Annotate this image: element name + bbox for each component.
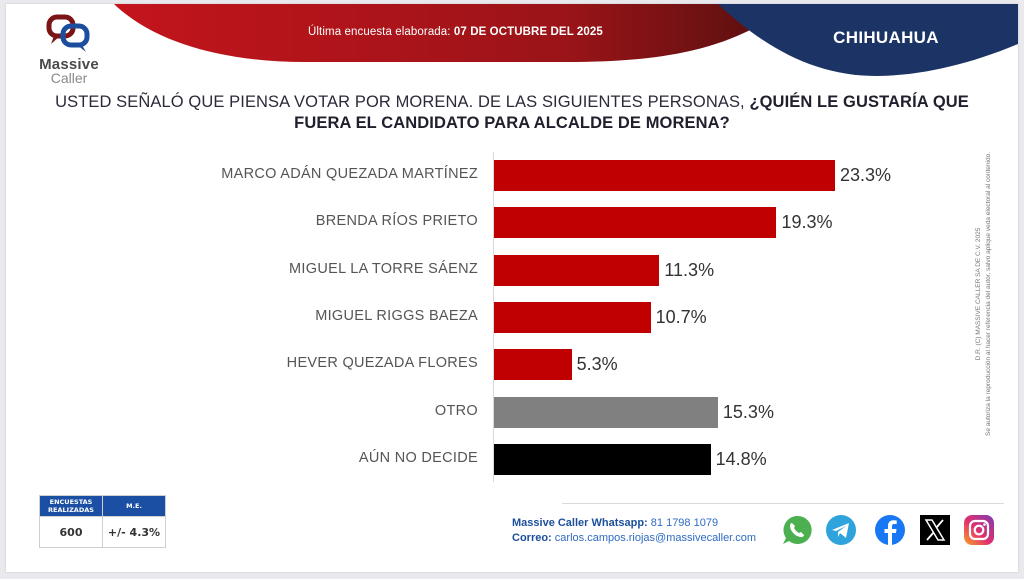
header-banner [114, 4, 1018, 76]
poll-card: Última encuesta elaborada: 07 DE OCTUBRE… [6, 4, 1018, 572]
bar [494, 160, 835, 191]
bar-label: OTRO [434, 402, 478, 419]
telegram-icon[interactable] [825, 514, 857, 546]
question-emphasis: ¿QUIÉN LE GUSTARÍA QUE FUERA EL CANDIDAT… [294, 93, 969, 132]
margin-error-header: M.E. [102, 495, 166, 517]
copyright-line-2: Se autoriza la reproducción al hacer ref… [985, 152, 992, 437]
x-icon[interactable] [919, 514, 951, 546]
footer-divider [562, 503, 1004, 504]
email-address[interactable]: carlos.campos.riojas@massivecaller.com [554, 532, 757, 544]
logo-text-massive: Massive [39, 56, 99, 73]
margin-error-value: +/- 4.3% [102, 516, 166, 548]
bar-chart: MARCO ADÁN QUEZADA MARTÍNEZ 23.3% BRENDA R… [6, 144, 1018, 484]
email-label: Correo: [512, 532, 552, 544]
facebook-icon[interactable] [874, 514, 906, 546]
bar-value-label: 14.8% [715, 448, 767, 469]
bar [494, 301, 651, 333]
bar-label: MIGUEL RIGGS BAEZA [315, 307, 478, 324]
last-survey-date: Última encuesta elaborada: 07 DE OCTUBRE… [308, 26, 603, 38]
copyright-notice: D.R. (C) MASSIVE CALLER SA DE C.V. 2025 … [974, 114, 1004, 474]
bar-label: BRENDA RÍOS PRIETO [315, 213, 478, 230]
bar-label: HEVER QUEZADA FLORES [286, 355, 478, 372]
navy-swoosh [718, 4, 1018, 76]
survey-question: USTED SEÑALÓ QUE PIENSA VOTAR POR MORENA… [46, 92, 978, 134]
bar-value-label: 19.3% [781, 212, 833, 233]
whatsapp-label: Massive Caller Whatsapp: [512, 517, 648, 529]
bar [494, 254, 660, 286]
bar-label: AÚN NO DECIDE [358, 449, 478, 466]
whatsapp-number[interactable]: 81 1798 1079 [650, 517, 719, 529]
survey-stats-table: ENCUESTAS REALIZADAS M.E. 600 +/- 4.3% [39, 495, 166, 548]
bar [494, 207, 777, 239]
surveys-value: 600 [39, 516, 103, 548]
bar-value-label: 10.7% [655, 306, 707, 327]
logo-text-caller: Caller [50, 70, 88, 86]
question-intro: USTED SEÑALÓ QUE PIENSA VOTAR POR MORENA… [55, 93, 745, 111]
copyright-line-1: D.R. (C) MASSIVE CALLER SA DE C.V. 2025 [975, 227, 982, 361]
bar-value-label: 5.3% [576, 354, 618, 375]
whatsapp-icon[interactable] [781, 514, 813, 546]
massive-caller-logo: Massive Caller [34, 14, 114, 86]
bar-label: MARCO ADÁN QUEZADA MARTÍNEZ [221, 166, 478, 182]
bar-value-label: 11.3% [664, 259, 715, 280]
contact-info: Massive Caller Whatsapp: 81 1798 1079 Co… [512, 516, 756, 546]
bar [494, 443, 711, 475]
bar-value-label: 23.3% [840, 165, 892, 185]
red-swoosh [114, 4, 758, 62]
logo-chat-bubbles-icon [46, 14, 90, 52]
instagram-icon[interactable] [963, 514, 995, 546]
bar [494, 396, 718, 428]
bar-label: MIGUEL LA TORRE SÁENZ [289, 260, 478, 277]
bar [494, 349, 572, 381]
surveys-header: ENCUESTAS REALIZADAS [39, 495, 103, 517]
region-title: CHIHUAHUA [833, 28, 939, 47]
chart-axis-line [493, 152, 494, 482]
bar-value-label: 15.3% [722, 401, 774, 422]
